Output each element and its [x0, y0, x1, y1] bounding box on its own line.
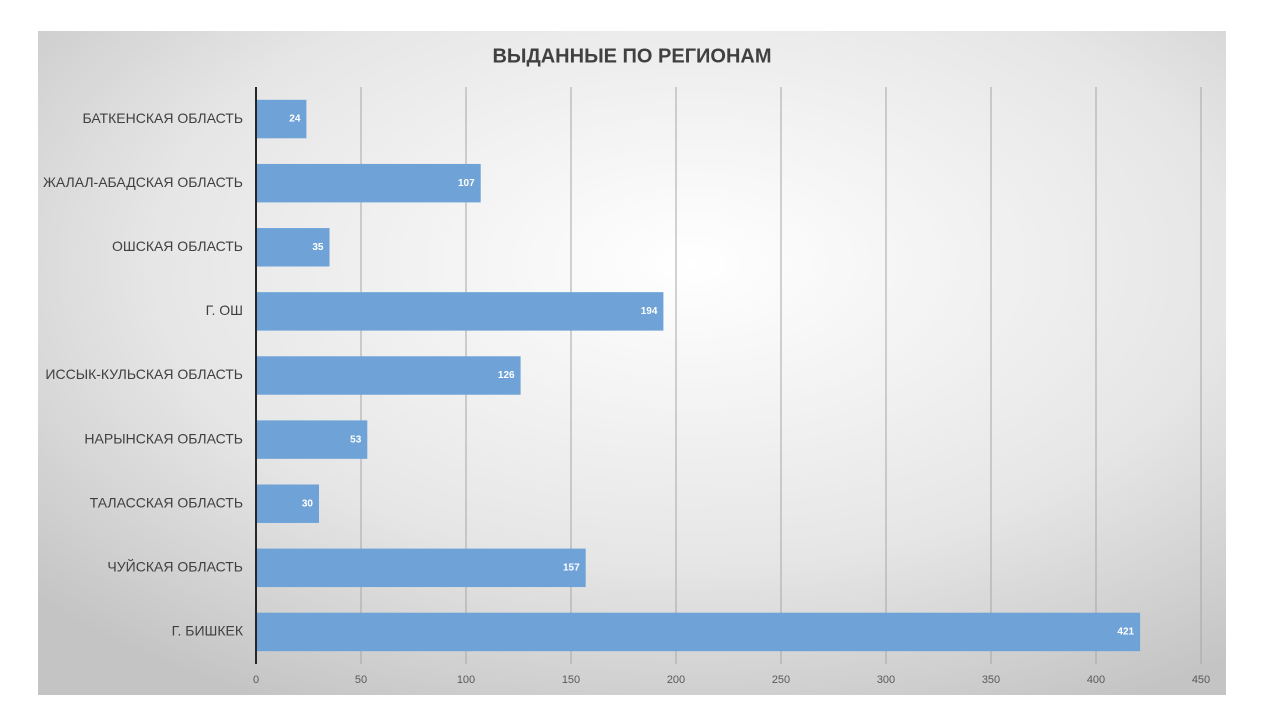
data-label: 35	[312, 242, 324, 253]
y-tick-label: ОШСКАЯ ОБЛАСТЬ	[112, 238, 243, 254]
x-tick-label: 450	[1192, 674, 1210, 686]
y-tick-label: БАТКЕНСКАЯ ОБЛАСТЬ	[82, 110, 243, 126]
x-tick-label: 0	[253, 674, 259, 686]
y-tick-label: НАРЫНСКАЯ ОБЛАСТЬ	[84, 430, 243, 446]
x-tick-label: 300	[877, 674, 895, 686]
y-tick-label: Г. БИШКЕК	[172, 623, 244, 639]
x-tick-label: 350	[982, 674, 1000, 686]
data-label: 157	[563, 562, 580, 573]
bar	[256, 163, 481, 203]
x-tick-label: 100	[457, 674, 475, 686]
x-tick-label: 150	[562, 674, 580, 686]
y-tick-label: Г. ОШ	[206, 302, 243, 318]
bar	[256, 420, 368, 459]
data-label: 30	[302, 498, 314, 509]
data-label: 194	[641, 306, 658, 317]
bar	[256, 548, 586, 588]
data-label: 421	[1117, 627, 1134, 638]
y-tick-label: ЖАЛАЛ-АБАДСКАЯ ОБЛАСТЬ	[43, 174, 243, 190]
y-tick-label: ИССЫК-КУЛЬСКАЯ ОБЛАСТЬ	[45, 366, 243, 382]
chart-background	[38, 31, 1226, 695]
x-tick-label: 50	[355, 674, 367, 686]
data-label: 53	[350, 434, 362, 445]
y-tick-label: ЧУЙСКАЯ ОБЛАСТЬ	[107, 558, 243, 575]
bar	[256, 612, 1141, 652]
chart-title: ВЫДАННЫЕ ПО РЕГИОНАМ	[492, 45, 771, 67]
data-label: 107	[458, 178, 475, 189]
data-label: 126	[498, 370, 515, 381]
x-tick-label: 400	[1087, 674, 1105, 686]
x-tick-label: 200	[667, 674, 685, 686]
bar	[256, 99, 307, 139]
x-tick-label: 250	[772, 674, 790, 686]
bar	[256, 356, 521, 395]
bar	[256, 228, 330, 267]
bar	[256, 292, 664, 331]
bar	[256, 484, 319, 523]
data-label: 24	[289, 114, 301, 125]
y-tick-label: ТАЛАССКАЯ ОБЛАСТЬ	[90, 494, 243, 510]
